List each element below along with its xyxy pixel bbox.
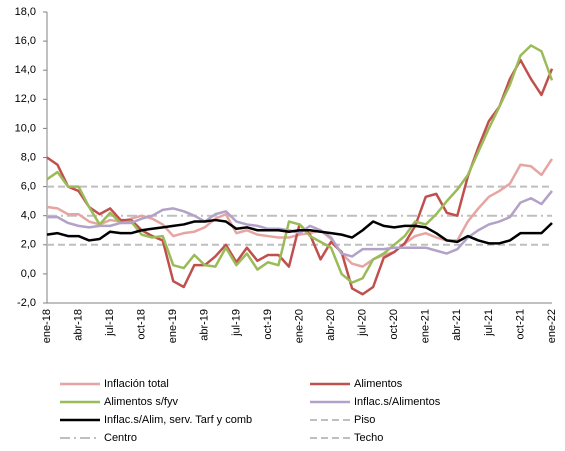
x-tick-label: oct-19 [262, 309, 274, 340]
x-tick-label: oct-21 [514, 309, 526, 340]
x-tick-label: abr-20 [325, 309, 337, 341]
legend-label: Alimentos s/fyv [104, 396, 178, 408]
y-tick-label: -2,0 [17, 297, 36, 309]
y-tick-label: 18,0 [15, 6, 36, 18]
legend-label: Inflación total [104, 378, 169, 390]
series-line [46, 44, 554, 284]
y-tick-label: 12,0 [15, 93, 36, 105]
series-line [46, 218, 553, 245]
legend-label: Centro [104, 432, 137, 444]
series-line [46, 58, 554, 296]
y-tick-label: 8,0 [21, 151, 36, 163]
y-tick-label: 10,0 [15, 122, 36, 134]
legend-label: Alimentos [354, 378, 403, 390]
x-tick-label: abr-18 [72, 309, 84, 341]
x-tick-label: ene-22 [546, 309, 558, 343]
x-tick-label: oct-20 [388, 309, 400, 340]
y-tick-label: 2,0 [21, 239, 36, 251]
series-line [47, 190, 553, 258]
y-tick-label: 4,0 [21, 210, 36, 222]
legend-label: Inflac.s/Alim, serv. Tarf y comb [104, 414, 252, 426]
series-line [46, 158, 554, 268]
x-tick-label: oct-18 [136, 309, 148, 340]
x-tick-label: ene-18 [41, 309, 53, 343]
legend-label: Piso [354, 414, 375, 426]
x-tick-label: jul-19 [230, 309, 242, 337]
y-tick-label: 6,0 [21, 181, 36, 193]
x-tick-label: abr-21 [451, 309, 463, 341]
x-tick-label: ene-21 [420, 309, 432, 343]
x-tick-label: jul-21 [483, 309, 495, 337]
legend-label: Techo [354, 432, 383, 444]
y-tick-label: 0,0 [21, 268, 36, 280]
legend-label: Inflac.s/Alimentos [354, 396, 441, 408]
x-tick-label: ene-19 [167, 309, 179, 343]
x-tick-label: abr-19 [199, 309, 211, 341]
x-tick-label: jul-18 [104, 309, 116, 337]
y-tick-label: 14,0 [15, 64, 36, 76]
x-tick-label: jul-20 [357, 309, 369, 337]
x-tick-label: ene-20 [293, 309, 305, 343]
y-tick-label: 16,0 [15, 35, 36, 47]
